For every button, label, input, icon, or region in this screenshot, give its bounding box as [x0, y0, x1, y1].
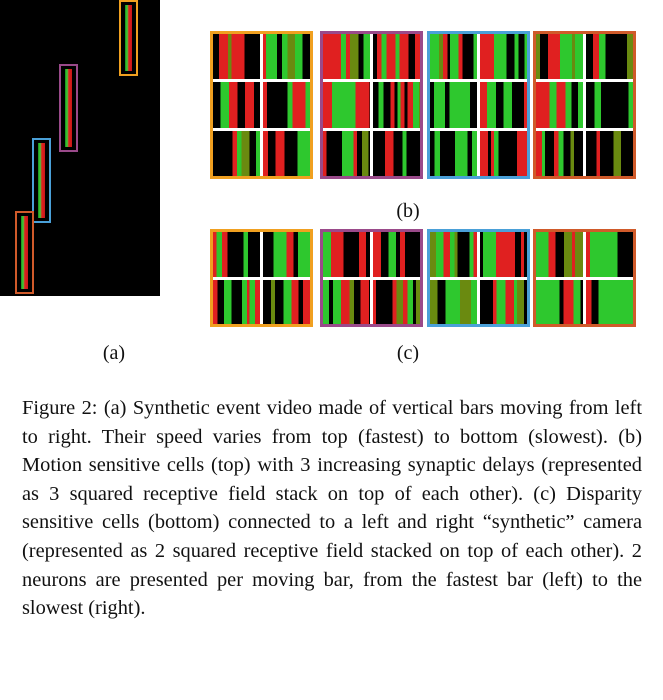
receptive-field-cell	[586, 34, 633, 80]
receptive-field-cell	[373, 82, 420, 128]
receptive-field-cell	[323, 130, 370, 176]
receptive-field-cell	[536, 82, 583, 128]
receptive-field-cell	[213, 130, 260, 176]
receptive-field-cell	[480, 232, 527, 277]
receptive-field-cell	[430, 130, 477, 176]
receptive-field-cell	[373, 232, 420, 277]
bar-slowest	[15, 211, 34, 294]
receptive-field-cell	[480, 82, 527, 128]
receptive-field-cell	[586, 232, 633, 277]
receptive-field-cell	[213, 34, 260, 80]
label-b: (b)	[396, 200, 420, 222]
receptive-field-cell	[263, 130, 310, 176]
receptive-field-cell	[373, 130, 420, 176]
receptive-field-cell	[373, 34, 420, 80]
receptive-field-cell	[263, 279, 310, 324]
receptive-field-cell	[430, 82, 477, 128]
receptive-field-cell	[430, 232, 477, 277]
receptive-field-cell	[213, 82, 260, 128]
receptive-field-cell	[213, 279, 260, 324]
figure-caption: Figure 2: (a) Synthetic event video made…	[22, 397, 642, 620]
b-group-4	[533, 31, 636, 179]
b-group-1	[210, 31, 313, 179]
receptive-field-cell	[536, 279, 583, 324]
receptive-field-cell	[323, 232, 370, 277]
receptive-field-cell	[480, 279, 527, 324]
bar-slow	[32, 138, 51, 223]
receptive-field-cell	[430, 34, 477, 80]
receptive-field-cell	[536, 232, 583, 277]
receptive-field-cell	[323, 34, 370, 80]
receptive-field-cell	[536, 130, 583, 176]
receptive-field-cell	[586, 130, 633, 176]
c-group-2	[320, 229, 423, 327]
receptive-field-cell	[536, 34, 583, 80]
bar-fastest	[119, 0, 138, 76]
receptive-field-cell	[323, 279, 370, 324]
b-group-2	[320, 31, 423, 179]
c-group-4	[533, 229, 636, 327]
receptive-field-cell	[586, 82, 633, 128]
c-group-1	[210, 229, 313, 327]
receptive-field-cell	[213, 232, 260, 277]
receptive-field-cell	[263, 232, 310, 277]
bar-fast	[59, 64, 78, 152]
receptive-field-cell	[263, 34, 310, 80]
receptive-field-cell	[373, 279, 420, 324]
receptive-field-cell	[480, 34, 527, 80]
synthetic-event-video	[0, 0, 160, 296]
b-group-3	[427, 31, 530, 179]
receptive-field-cell	[480, 130, 527, 176]
receptive-field-cell	[323, 82, 370, 128]
label-a: (a)	[102, 342, 126, 364]
receptive-field-cell	[263, 82, 310, 128]
receptive-field-cell	[586, 279, 633, 324]
label-c: (c)	[396, 342, 420, 364]
c-group-3	[427, 229, 530, 327]
receptive-field-cell	[430, 279, 477, 324]
